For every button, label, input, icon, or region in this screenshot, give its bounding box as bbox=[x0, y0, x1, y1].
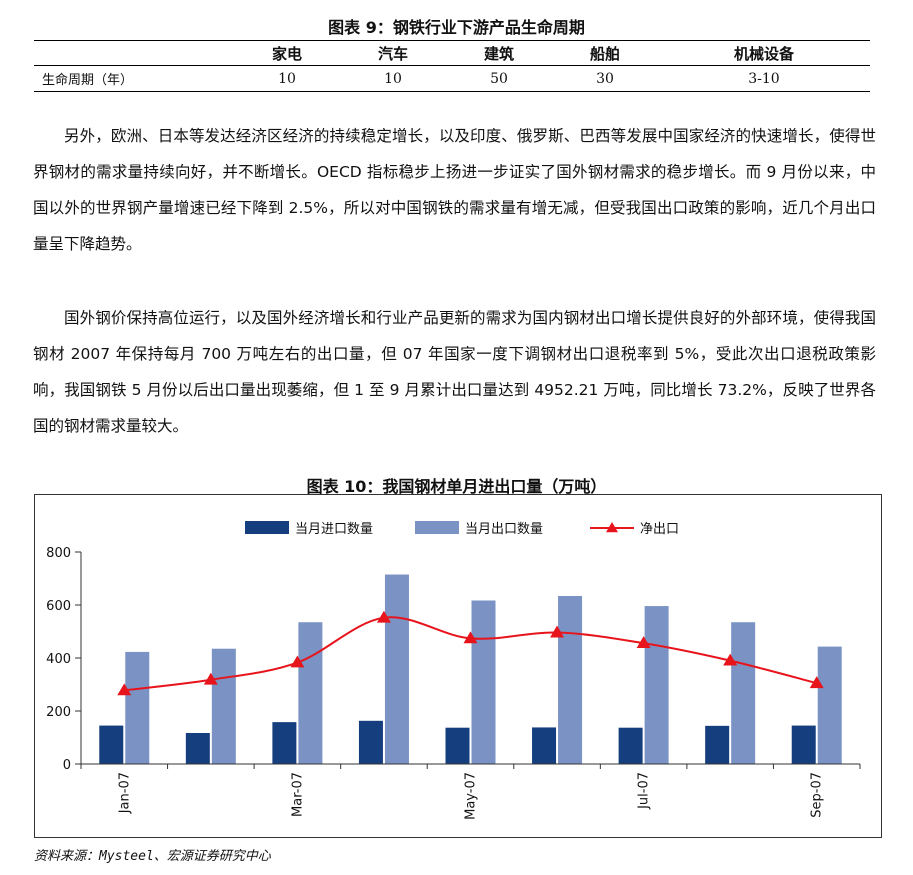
import-bar bbox=[185, 732, 210, 764]
header-corner-cell bbox=[34, 41, 234, 66]
y-tick-label: 800 bbox=[46, 546, 71, 561]
header-shipbuilding: 船舶 bbox=[589, 44, 620, 63]
legend-swatch bbox=[415, 521, 459, 534]
export-bar bbox=[644, 606, 669, 764]
net-export-marker bbox=[723, 653, 738, 666]
net-export-line-group bbox=[117, 610, 824, 696]
x-tick-label: Sep-07 bbox=[810, 772, 825, 818]
export-bar bbox=[125, 651, 150, 764]
table-header-row: 家电 汽车 建筑 船舶 机械设备 bbox=[34, 40, 870, 66]
import-bar bbox=[532, 727, 557, 764]
cell-home-appliance: 10 bbox=[278, 70, 296, 87]
net-export-marker bbox=[550, 625, 565, 638]
net-export-marker bbox=[809, 676, 824, 689]
x-tick-label: Mar-07 bbox=[290, 772, 305, 817]
import-bar bbox=[791, 725, 816, 764]
legend-label: 当月进口数量 bbox=[295, 522, 373, 537]
legend-swatch bbox=[245, 521, 289, 534]
header-automobile: 汽车 bbox=[377, 44, 408, 63]
legend-label: 净出口 bbox=[640, 522, 679, 537]
y-tick-label: 600 bbox=[46, 599, 71, 614]
export-bar bbox=[384, 574, 409, 764]
cell-shipbuilding: 30 bbox=[596, 70, 614, 87]
paragraph-export-policy: 国外钢价保持高位运行，以及国外经济增长和行业产品更新的需求为国内钢材出口增长提供… bbox=[33, 309, 876, 435]
y-tick-label: 200 bbox=[46, 705, 71, 720]
source-note: 资料来源：Mysteel、宏源证券研究中心 bbox=[34, 849, 271, 864]
legend-label: 当月出口数量 bbox=[465, 522, 543, 537]
chart-10-title: 图表 10：我国钢材单月进出口量（万吨） bbox=[306, 477, 607, 496]
import-bar bbox=[705, 725, 730, 764]
import-bar bbox=[272, 722, 297, 764]
import-bar bbox=[99, 725, 124, 764]
cell-construction: 50 bbox=[490, 70, 508, 87]
y-tick-label: 400 bbox=[46, 652, 71, 667]
net-export-marker bbox=[376, 610, 391, 623]
table-9-title: 图表 9：钢铁行业下游产品生命周期 bbox=[328, 18, 585, 37]
export-bar bbox=[558, 595, 583, 764]
chart-legend: 当月进口数量 当月出口数量 净出口 bbox=[245, 521, 679, 537]
bars-group bbox=[99, 574, 842, 764]
net-export-marker bbox=[203, 672, 218, 685]
export-bar bbox=[731, 622, 756, 764]
table-row: 生命周期（年） 10 10 50 30 3-10 bbox=[34, 66, 870, 92]
header-machinery: 机械设备 bbox=[733, 44, 794, 63]
header-construction: 建筑 bbox=[483, 44, 514, 63]
export-bar bbox=[471, 600, 496, 764]
lifecycle-table: 家电 汽车 建筑 船舶 机械设备 生命周期（年） 10 10 50 30 3-1… bbox=[34, 40, 870, 92]
y-axis: 0 200 400 600 800 bbox=[46, 546, 82, 773]
import-bar bbox=[358, 720, 383, 764]
net-export-marker bbox=[463, 631, 478, 644]
paragraph-demand-growth: 另外，欧洲、日本等发达经济区经济的持续稳定增长，以及印度、俄罗斯、巴西等发展中国… bbox=[33, 127, 876, 253]
import-bar bbox=[618, 727, 643, 764]
export-bar bbox=[211, 648, 236, 764]
y-tick-label: 0 bbox=[63, 758, 71, 773]
import-export-chart: 当月进口数量 当月出口数量 净出口 0 200 400 600 800 Jan-07 Mar-… bbox=[46, 521, 861, 820]
net-export-marker bbox=[117, 683, 132, 696]
header-home-appliance: 家电 bbox=[271, 44, 302, 63]
cell-machinery: 3-10 bbox=[748, 70, 780, 87]
net-export-marker bbox=[636, 636, 651, 649]
x-tick-label: May-07 bbox=[464, 772, 479, 820]
export-bar bbox=[298, 622, 323, 764]
chart-frame: 当月进口数量 当月出口数量 净出口 0 200 400 600 800 Jan-07 Mar-… bbox=[34, 494, 882, 838]
row-label-lifecycle: 生命周期（年） bbox=[42, 73, 134, 88]
legend-marker bbox=[606, 522, 618, 533]
net-export-marker bbox=[290, 655, 305, 668]
import-bar bbox=[445, 727, 470, 764]
cell-automobile: 10 bbox=[384, 70, 402, 87]
x-tick-label: Jan-07 bbox=[117, 772, 132, 814]
export-bar bbox=[817, 646, 842, 764]
x-tick-label: Jul-07 bbox=[637, 772, 652, 810]
x-axis: Jan-07 Mar-07 May-07 Jul-07 Sep-07 bbox=[80, 763, 861, 820]
